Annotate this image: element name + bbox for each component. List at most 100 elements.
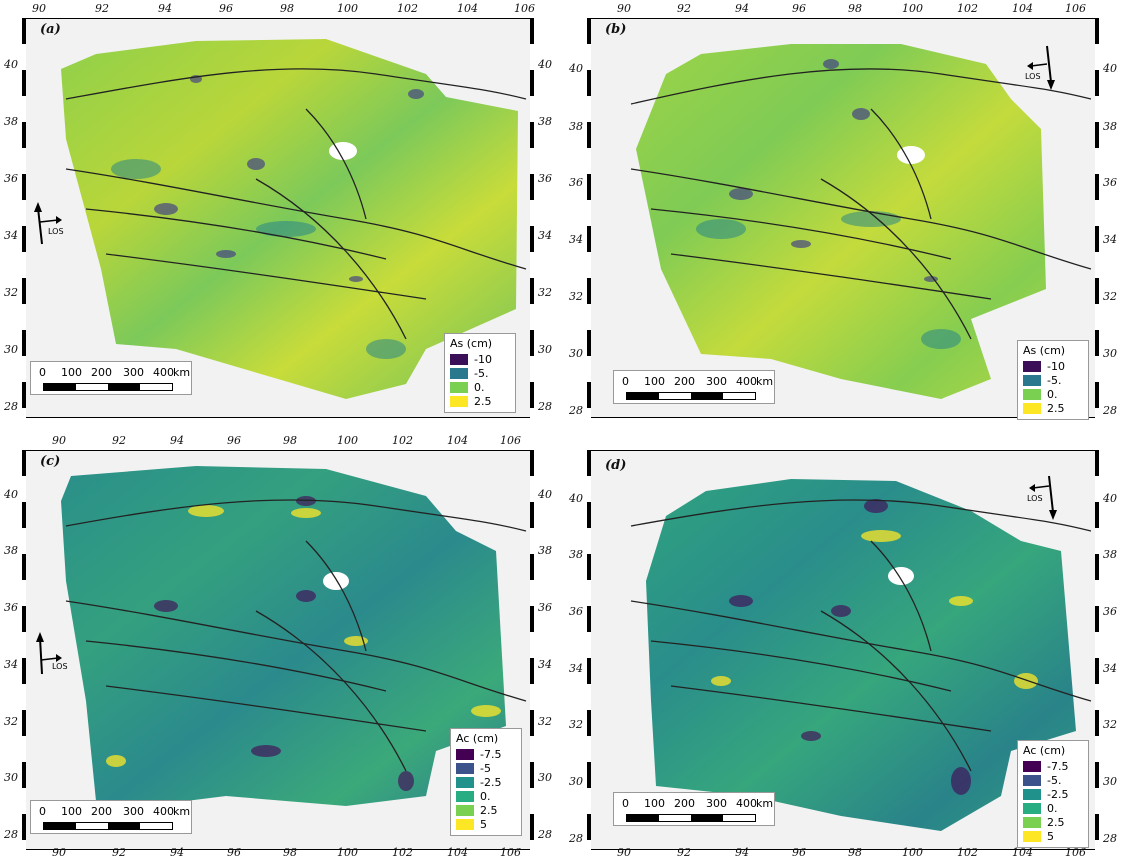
- y-tick: 28: [538, 400, 552, 413]
- y-tick: 30: [4, 771, 18, 784]
- legend-label: -2.5: [1047, 787, 1069, 801]
- x-tick: 104: [1012, 846, 1033, 859]
- x-tick: 90: [32, 2, 46, 15]
- x-tick: 94: [158, 2, 172, 15]
- los-label: LOS: [1025, 72, 1041, 81]
- legend-label: 0.: [480, 789, 491, 803]
- x-tick: 104: [447, 846, 468, 859]
- panel-c: (c) 90 92 94 96 98 100 102 104 106 90 92…: [0, 430, 560, 863]
- los-indicator: LOS: [32, 630, 72, 680]
- scale-label: 400: [736, 375, 757, 388]
- legend-entry: -7.5: [1023, 759, 1083, 773]
- panel-label: (a): [40, 22, 61, 37]
- y-tick: 32: [1103, 290, 1117, 303]
- legend-label: 0.: [1047, 387, 1058, 401]
- frame-edge-right: [530, 18, 534, 418]
- los-arrow-icon: [34, 202, 62, 245]
- scale-label: 300: [706, 375, 727, 388]
- y-tick: 28: [538, 828, 552, 841]
- x-tick: 102: [392, 846, 413, 859]
- legend-entry: 5: [1023, 829, 1083, 843]
- y-tick: 40: [569, 62, 583, 75]
- legend-entry: -2.5: [456, 775, 516, 789]
- y-tick: 32: [1103, 718, 1117, 731]
- panel-label: (d): [605, 458, 627, 473]
- legend-swatch: [1023, 788, 1041, 800]
- x-tick: 98: [283, 434, 297, 447]
- y-tick: 30: [4, 343, 18, 356]
- x-tick: 96: [792, 846, 806, 859]
- y-tick: 36: [4, 172, 18, 185]
- legend-swatch: [1023, 374, 1041, 386]
- legend-entry: 0.: [456, 789, 516, 803]
- x-tick: 102: [957, 846, 978, 859]
- x-tick: 94: [735, 2, 749, 15]
- legend-label: 2.5: [1047, 815, 1065, 829]
- legend-entry: 2.5: [1023, 401, 1083, 415]
- legend-label: 2.5: [1047, 401, 1065, 415]
- legend: As (cm) -10 -5. 0. 2.5: [444, 333, 516, 413]
- scale-label: 400: [736, 797, 757, 810]
- deformation-swath: [61, 39, 518, 399]
- x-tick: 92: [677, 846, 691, 859]
- scale-label: 0: [622, 375, 629, 388]
- map-raster: [61, 39, 527, 399]
- y-tick: 40: [538, 58, 552, 71]
- los-label: LOS: [1027, 494, 1043, 503]
- legend-label: 5: [1047, 829, 1054, 843]
- y-tick: 28: [4, 828, 18, 841]
- y-tick: 30: [569, 347, 583, 360]
- y-tick: 40: [4, 488, 18, 501]
- legend-label: 5: [480, 817, 487, 831]
- x-tick: 100: [902, 2, 923, 15]
- legend-swatch: [456, 748, 474, 760]
- y-tick: 36: [569, 176, 583, 189]
- x-tick: 92: [677, 2, 691, 15]
- legend-label: -5.: [1047, 373, 1062, 387]
- legend-label: -7.5: [1047, 759, 1069, 773]
- y-tick: 40: [1103, 62, 1117, 75]
- y-tick: 38: [1103, 548, 1117, 561]
- y-tick: 30: [538, 771, 552, 784]
- los-arrow-icon: [36, 632, 62, 675]
- legend-entry: -5.: [1023, 773, 1083, 787]
- y-tick: 38: [1103, 120, 1117, 133]
- y-tick: 28: [1103, 404, 1117, 417]
- y-tick: 30: [569, 775, 583, 788]
- map-frame: [25, 18, 532, 418]
- legend: Ac (cm) -7.5 -5. -2.5 0. 2.5 5: [1017, 740, 1089, 848]
- legend-entry: -5.: [1023, 373, 1083, 387]
- deformation-swath: [61, 466, 506, 806]
- x-tick: 106: [1065, 846, 1086, 859]
- x-tick: 92: [112, 434, 126, 447]
- legend-label: -10: [474, 352, 492, 366]
- y-tick: 34: [4, 658, 18, 671]
- scale-label: 300: [706, 797, 727, 810]
- scale-bar: 0 100 200 300 400 km: [30, 800, 192, 834]
- y-tick: 34: [1103, 662, 1117, 675]
- legend-swatch: [456, 804, 474, 816]
- y-tick: 34: [1103, 233, 1117, 246]
- legend-label: -5: [480, 761, 491, 775]
- legend-swatch: [450, 353, 468, 365]
- deformation-swath: [646, 479, 1076, 831]
- scale-label: 400: [153, 805, 174, 818]
- map-raster: [630, 479, 1092, 831]
- legend: Ac (cm) -7.5 -5 -2.5 0. 2.5 5: [450, 728, 522, 836]
- legend-label: -10: [1047, 359, 1065, 373]
- x-tick: 94: [170, 434, 184, 447]
- frame-edge-left: [22, 18, 26, 418]
- scale-label: 200: [91, 805, 112, 818]
- map-frame: [590, 450, 1097, 850]
- y-tick: 34: [569, 662, 583, 675]
- y-tick: 30: [1103, 347, 1117, 360]
- legend-entry: 0.: [1023, 801, 1083, 815]
- scale-bar: 0 100 200 300 400 km: [613, 792, 775, 826]
- los-label: LOS: [48, 227, 64, 236]
- panel-d: (d) 90 92 94 96 98 100 102 104 106 40 38…: [565, 430, 1125, 863]
- legend-title: As (cm): [1023, 344, 1066, 357]
- legend-label: -2.5: [480, 775, 502, 789]
- legend-entry: 0.: [450, 380, 510, 394]
- x-tick: 92: [112, 846, 126, 859]
- scale-label: 0: [39, 366, 46, 379]
